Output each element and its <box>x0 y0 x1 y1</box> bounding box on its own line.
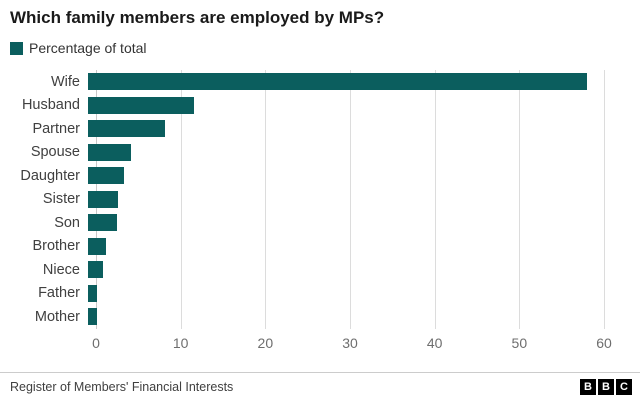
x-tick-label: 0 <box>92 334 100 351</box>
bbc-logo-block: C <box>616 378 632 395</box>
bar <box>88 167 125 185</box>
bar-row: Mother <box>10 305 630 329</box>
bar <box>88 120 166 138</box>
bar-track <box>88 73 604 91</box>
bar <box>88 190 119 208</box>
bbc-logo-block: B <box>580 378 596 395</box>
bar-row: Sister <box>10 188 630 212</box>
category-label: Niece <box>42 261 80 278</box>
footer: Register of Members' Financial Interests… <box>0 372 640 400</box>
x-tick-label: 50 <box>511 334 528 351</box>
bar-row: Daughter <box>10 164 630 188</box>
bar-row: Spouse <box>10 141 630 165</box>
bar-track <box>88 96 604 114</box>
bar-row: Son <box>10 211 630 235</box>
bar-track <box>88 167 604 185</box>
bar-chart: Wife Husband Partner Spouse Daughter Sister So… <box>10 70 630 355</box>
bar-track <box>88 190 604 208</box>
legend: Percentage of total <box>10 40 630 56</box>
bar <box>88 237 107 255</box>
x-tick-label: 30 <box>342 334 358 351</box>
gridline <box>265 70 267 329</box>
x-tick-label: 10 <box>172 334 189 351</box>
bar <box>88 96 194 114</box>
bar-row: Partner <box>10 117 630 141</box>
chart-title: Which family members are employed by MPs… <box>10 8 385 27</box>
category-label: Son <box>54 214 80 231</box>
bar <box>88 308 97 326</box>
x-axis: 0 10 20 30 40 50 60 <box>92 333 612 355</box>
legend-swatch <box>10 41 23 55</box>
bar-track <box>88 284 604 302</box>
legend-label: Percentage of total <box>29 40 147 56</box>
gridline <box>180 70 182 329</box>
bar <box>88 214 118 232</box>
gridline <box>434 70 436 329</box>
bar-track <box>88 143 604 161</box>
bar <box>88 261 104 279</box>
bar-row: Wife <box>10 70 630 94</box>
bar-track <box>88 120 604 138</box>
source-attribution: Register of Members' Financial Interests <box>10 379 234 394</box>
category-label: Spouse <box>30 144 80 161</box>
bar <box>88 143 131 161</box>
bbc-logo-block: B <box>598 378 614 395</box>
bar-row: Brother <box>10 235 630 259</box>
category-label: Mother <box>34 308 80 325</box>
category-label: Husband <box>21 97 80 114</box>
bar-track <box>88 308 604 326</box>
category-label: Sister <box>42 191 80 208</box>
bar <box>88 284 97 302</box>
category-label: Father <box>38 285 80 302</box>
category-label: Partner <box>32 120 80 137</box>
bar-row: Husband <box>10 94 630 118</box>
category-label: Daughter <box>20 167 80 184</box>
bar-track <box>88 214 604 232</box>
x-tick-label: 60 <box>596 334 612 351</box>
gridline <box>519 70 521 329</box>
bar-track <box>88 261 604 279</box>
bar <box>88 73 587 91</box>
category-label: Brother <box>32 238 80 255</box>
bar-track <box>88 237 604 255</box>
x-tick-label: 20 <box>257 334 274 351</box>
chart-plot-area: Wife Husband Partner Spouse Daughter Sister So… <box>10 70 630 329</box>
x-tick-label: 40 <box>426 334 443 351</box>
gridline <box>604 70 605 329</box>
bar-row: Niece <box>10 258 630 282</box>
gridline <box>350 70 351 329</box>
bar-row: Father <box>10 282 630 306</box>
category-label: Wife <box>51 73 80 90</box>
